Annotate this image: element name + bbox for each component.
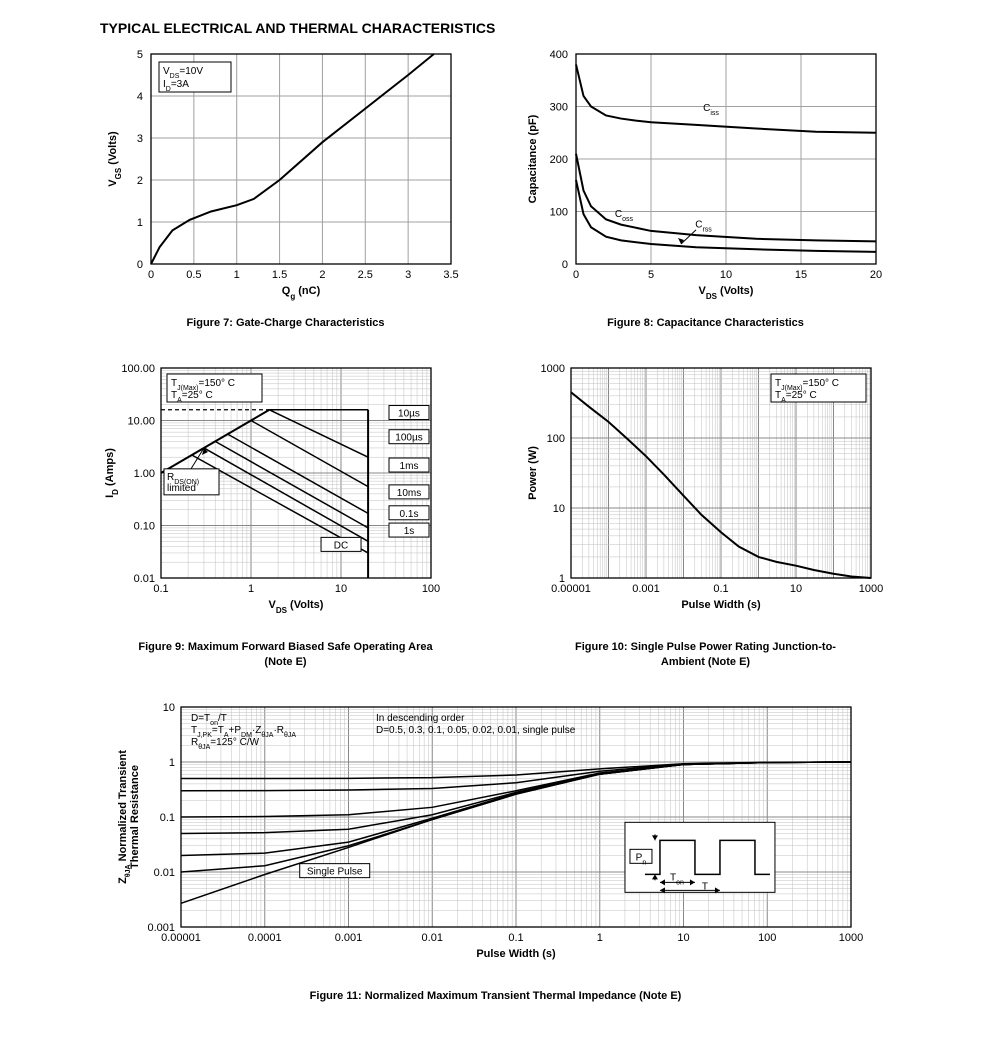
svg-text:VDS (Volts): VDS (Volts) bbox=[268, 599, 323, 615]
svg-text:1: 1 bbox=[136, 217, 142, 229]
svg-text:Crss: Crss bbox=[695, 219, 712, 233]
svg-text:0: 0 bbox=[147, 269, 153, 281]
svg-text:Thermal Resistance: Thermal Resistance bbox=[129, 765, 141, 869]
svg-text:100: 100 bbox=[758, 932, 776, 944]
svg-text:0.1: 0.1 bbox=[713, 583, 728, 595]
svg-text:0.01: 0.01 bbox=[133, 573, 154, 585]
svg-text:100: 100 bbox=[549, 207, 567, 219]
svg-text:0.1s: 0.1s bbox=[399, 509, 418, 520]
svg-text:1ms: 1ms bbox=[399, 461, 418, 472]
svg-text:0: 0 bbox=[572, 269, 578, 281]
svg-text:4: 4 bbox=[136, 91, 142, 103]
svg-text:Power (W): Power (W) bbox=[527, 446, 539, 500]
svg-text:ID (Amps): ID (Amps) bbox=[104, 448, 120, 498]
svg-text:10ms: 10ms bbox=[396, 488, 420, 499]
svg-text:0.1: 0.1 bbox=[153, 583, 168, 595]
fig7-caption: Figure 7: Gate-Charge Characteristics bbox=[186, 316, 384, 330]
svg-text:Pulse Width (s): Pulse Width (s) bbox=[681, 599, 761, 611]
fig8-caption: Figure 8: Capacitance Characteristics bbox=[607, 316, 804, 330]
svg-text:0.001: 0.001 bbox=[632, 583, 660, 595]
svg-text:0: 0 bbox=[136, 259, 142, 271]
svg-text:3: 3 bbox=[136, 133, 142, 145]
svg-text:Capacitance (pF): Capacitance (pF) bbox=[527, 114, 539, 203]
svg-text:Ciss: Ciss bbox=[703, 103, 719, 117]
svg-text:1.00: 1.00 bbox=[133, 468, 154, 480]
svg-text:0.01: 0.01 bbox=[153, 867, 174, 879]
svg-text:T: T bbox=[701, 881, 707, 892]
figure-7: 0 0.5 1 1.5 2 2.5 3 3.5 0 1 2 3 4 5 Qg (nC) VGS (Volts)… bbox=[96, 44, 476, 330]
page-title: TYPICAL ELECTRICAL AND THERMAL CHARACTER… bbox=[40, 20, 951, 36]
svg-text:1s: 1s bbox=[403, 526, 414, 537]
fig10-chart: 0.00001 0.001 0.1 10 1000 1 10 100 1000 Pulse Wid… bbox=[516, 358, 896, 638]
svg-text:10: 10 bbox=[334, 583, 346, 595]
svg-text:0.1: 0.1 bbox=[508, 932, 523, 944]
svg-text:1000: 1000 bbox=[858, 583, 882, 595]
fig11-caption: Figure 11: Normalized Maximum Transient … bbox=[310, 989, 682, 1003]
fig8-chart: 051015200100200300400VDS (Volts)Capacita… bbox=[516, 44, 896, 314]
svg-text:10: 10 bbox=[677, 932, 689, 944]
svg-text:0.01: 0.01 bbox=[421, 932, 442, 944]
svg-text:0.00001: 0.00001 bbox=[551, 583, 591, 595]
fig7-chart: 0 0.5 1 1.5 2 2.5 3 3.5 0 1 2 3 4 5 Qg (nC) VGS (Volts)… bbox=[96, 44, 476, 314]
svg-text:20: 20 bbox=[869, 269, 881, 281]
svg-text:100: 100 bbox=[546, 433, 564, 445]
svg-text:0: 0 bbox=[561, 259, 567, 271]
figure-11: 0.000010.00010.0010.010.111010010000.001… bbox=[106, 697, 886, 1003]
svg-text:0.10: 0.10 bbox=[133, 521, 154, 533]
fig9-chart: 0.1 1 10 100 0.01 0.10 1.00 10.00 100.00 VDS (Vol… bbox=[96, 358, 476, 638]
svg-text:limited: limited bbox=[167, 483, 196, 494]
fig11-chart: 0.000010.00010.0010.010.111010010000.001… bbox=[106, 697, 886, 987]
svg-text:VGS (Volts): VGS (Volts) bbox=[107, 131, 123, 187]
svg-text:100: 100 bbox=[421, 583, 439, 595]
fig9-caption: Figure 9: Maximum Forward Biased Safe Op… bbox=[136, 640, 436, 669]
svg-text:5: 5 bbox=[136, 49, 142, 61]
svg-text:Pulse Width (s): Pulse Width (s) bbox=[476, 948, 556, 960]
svg-text:Qg (nC): Qg (nC) bbox=[281, 285, 320, 301]
svg-text:5: 5 bbox=[647, 269, 653, 281]
svg-text:10: 10 bbox=[162, 702, 174, 714]
svg-text:1: 1 bbox=[596, 932, 602, 944]
svg-text:10: 10 bbox=[789, 583, 801, 595]
svg-text:0.1: 0.1 bbox=[159, 812, 174, 824]
svg-text:0.0001: 0.0001 bbox=[247, 932, 281, 944]
svg-text:1.5: 1.5 bbox=[271, 269, 286, 281]
svg-text:2: 2 bbox=[136, 175, 142, 187]
svg-text:Coss: Coss bbox=[614, 209, 633, 223]
svg-text:1: 1 bbox=[558, 573, 564, 585]
svg-text:0.001: 0.001 bbox=[147, 922, 175, 934]
svg-text:3.5: 3.5 bbox=[443, 269, 458, 281]
svg-text:In descending order: In descending order bbox=[376, 713, 465, 724]
svg-text:1: 1 bbox=[168, 757, 174, 769]
svg-text:200: 200 bbox=[549, 154, 567, 166]
svg-text:2: 2 bbox=[319, 269, 325, 281]
fig10-caption: Figure 10: Single Pulse Power Rating Jun… bbox=[556, 640, 856, 669]
svg-text:10: 10 bbox=[719, 269, 731, 281]
svg-text:RθJA=125° C/W: RθJA=125° C/W bbox=[191, 737, 260, 751]
svg-text:1000: 1000 bbox=[838, 932, 862, 944]
svg-text:400: 400 bbox=[549, 49, 567, 61]
svg-text:D=0.5, 0.3, 0.1, 0.05, 0.02, 0: D=0.5, 0.3, 0.1, 0.05, 0.02, 0.01, singl… bbox=[376, 725, 576, 736]
svg-text:3: 3 bbox=[405, 269, 411, 281]
svg-text:15: 15 bbox=[794, 269, 806, 281]
svg-text:300: 300 bbox=[549, 102, 567, 114]
svg-text:10: 10 bbox=[552, 503, 564, 515]
svg-text:1000: 1000 bbox=[540, 363, 564, 375]
svg-text:1: 1 bbox=[233, 269, 239, 281]
svg-text:Single Pulse: Single Pulse bbox=[306, 867, 362, 878]
figure-9: 0.1 1 10 100 0.01 0.10 1.00 10.00 100.00 VDS (Vol… bbox=[96, 358, 476, 669]
svg-text:DC: DC bbox=[333, 541, 347, 552]
svg-text:0.5: 0.5 bbox=[186, 269, 201, 281]
svg-text:100µs: 100µs bbox=[395, 433, 422, 444]
svg-text:1: 1 bbox=[247, 583, 253, 595]
figure-10: 0.00001 0.001 0.1 10 1000 1 10 100 1000 Pulse Wid… bbox=[516, 358, 896, 669]
svg-text:10µs: 10µs bbox=[398, 409, 420, 420]
svg-text:10.00: 10.00 bbox=[127, 416, 155, 428]
svg-text:2.5: 2.5 bbox=[357, 269, 372, 281]
svg-text:0.001: 0.001 bbox=[334, 932, 362, 944]
svg-text:100.00: 100.00 bbox=[121, 363, 155, 375]
figure-8: 051015200100200300400VDS (Volts)Capacita… bbox=[516, 44, 896, 330]
svg-text:VDS (Volts): VDS (Volts) bbox=[698, 285, 753, 301]
